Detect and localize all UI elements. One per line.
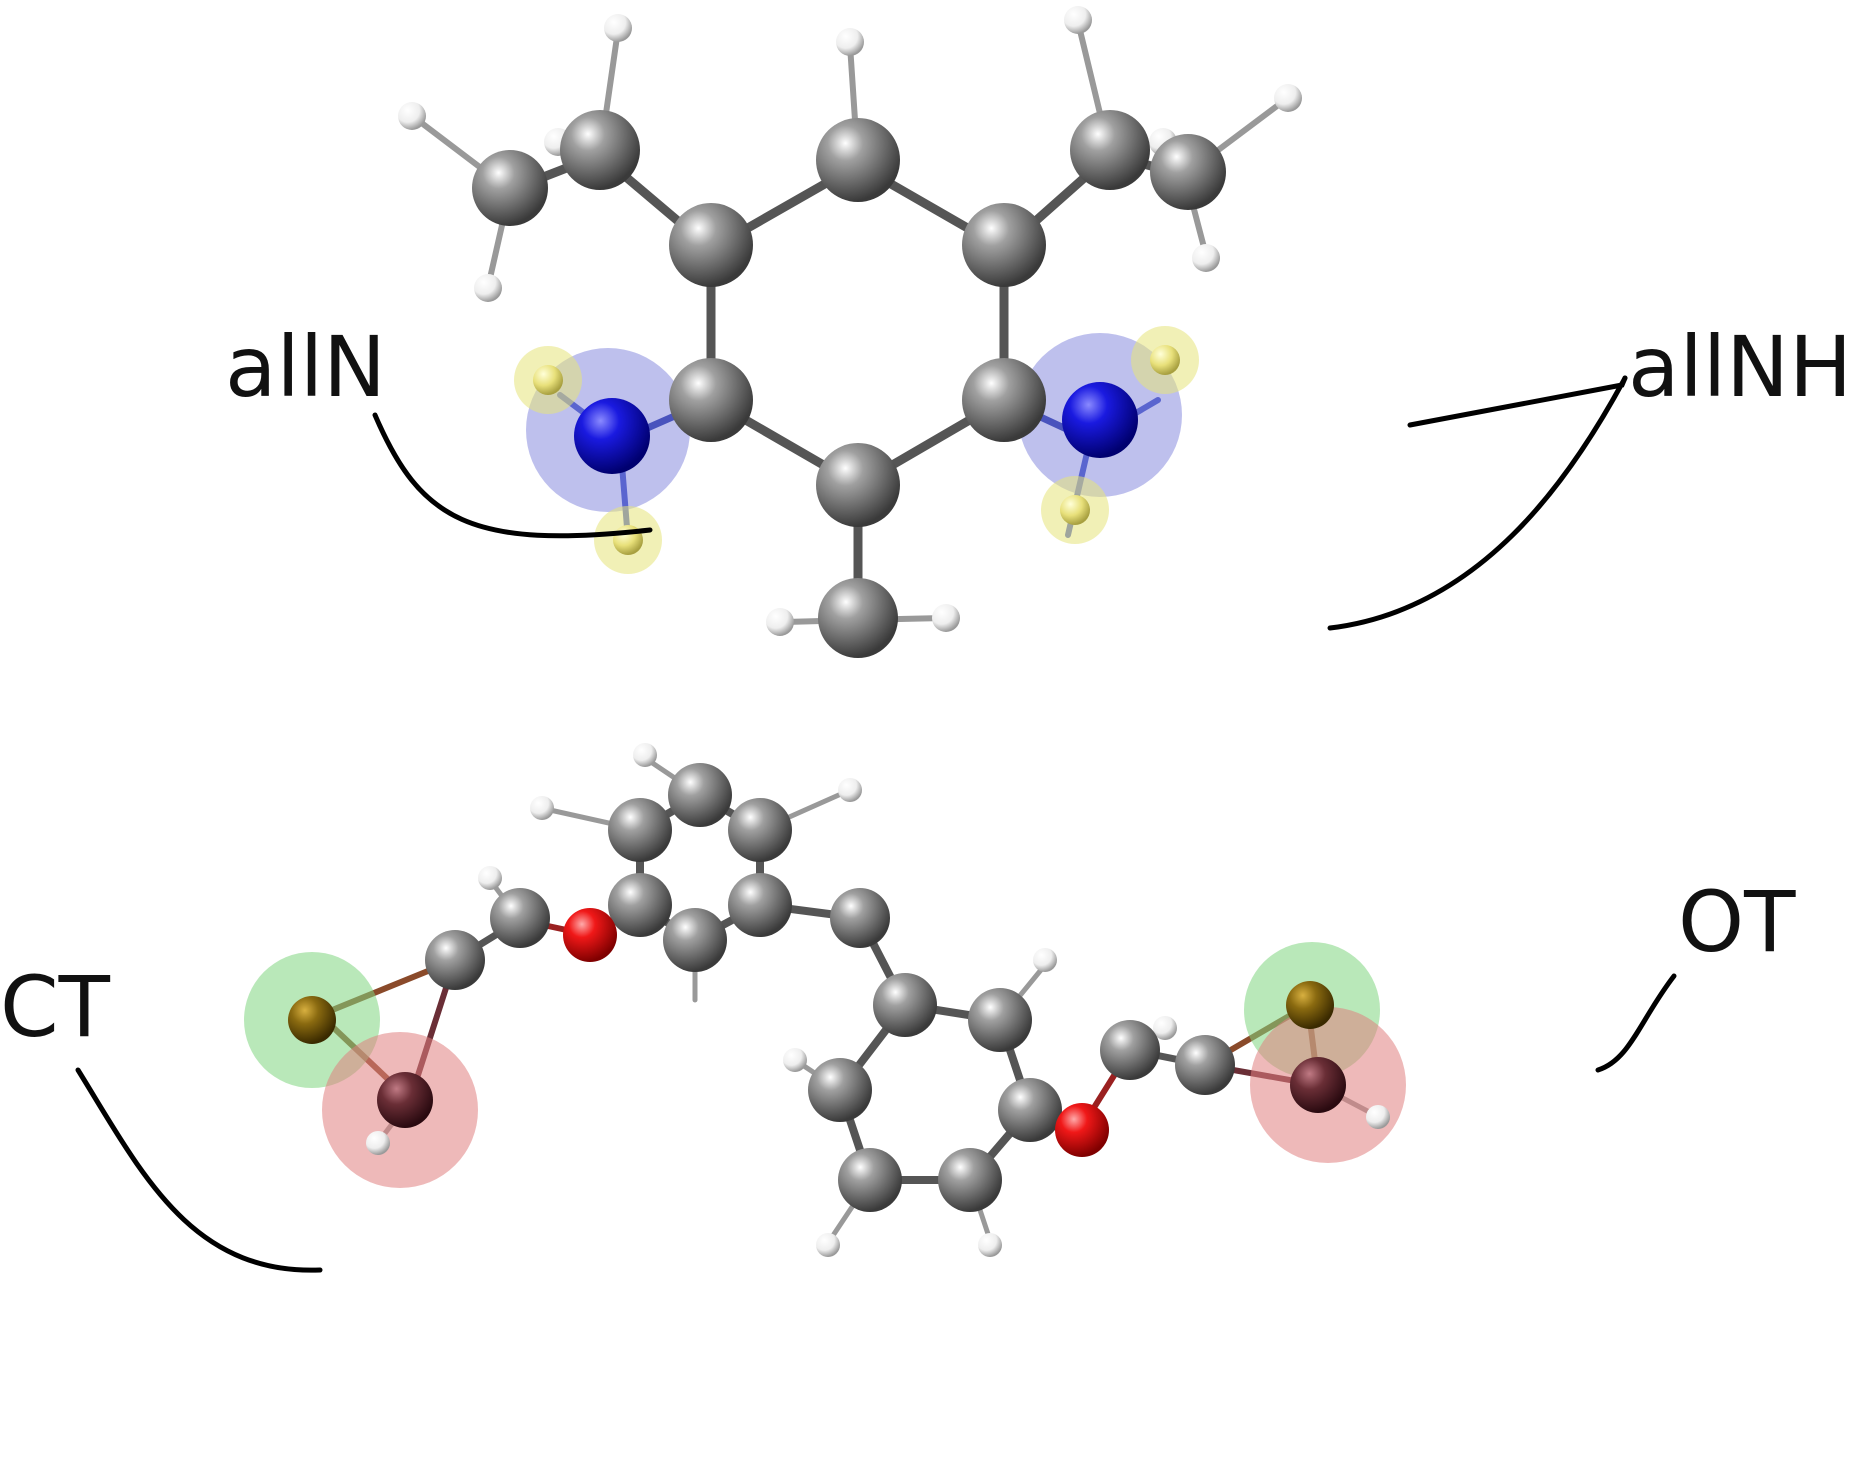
hydrogen-atom <box>1274 84 1302 112</box>
CT-leader <box>75 1067 323 1273</box>
hydrogen-atom <box>604 14 632 42</box>
hydrogen-atom <box>398 102 426 130</box>
hydrogen-atom <box>1064 6 1092 34</box>
hydrogen-atom <box>1153 1016 1177 1040</box>
nitrogen-atom <box>574 398 650 474</box>
carbon-atom <box>968 988 1032 1052</box>
hydrogen-atom <box>783 1048 807 1072</box>
carbon-atom <box>728 873 792 937</box>
leader-lines <box>75 375 1677 1273</box>
hydrogen-atom <box>978 1233 1002 1257</box>
allNH-leader-upper <box>1407 375 1628 428</box>
nitrogen-atom <box>1062 382 1138 458</box>
carbon-atom <box>472 150 548 226</box>
ot-atom <box>377 1072 433 1128</box>
carbon-atom <box>668 763 732 827</box>
carbon-atom <box>998 1078 1062 1142</box>
carbon-atom <box>818 578 898 658</box>
carbon-atom <box>938 1148 1002 1212</box>
allN-leader <box>372 412 653 539</box>
carbon-atom <box>808 1058 872 1122</box>
carbon-atom <box>425 930 485 990</box>
carbon-atom <box>608 798 672 862</box>
carbon-atom <box>1150 134 1226 210</box>
oxygen-atom <box>1055 1103 1109 1157</box>
carbon-atom <box>560 110 640 190</box>
carbon-atom <box>663 908 727 972</box>
carbon-atom <box>669 358 753 442</box>
hydrogen-atom <box>474 274 502 302</box>
carbon-atom <box>816 443 900 527</box>
OT-leader <box>1595 973 1677 1073</box>
selected-hydrogen-atom <box>533 365 563 395</box>
ct-atom <box>1286 981 1334 1029</box>
carbon-atom <box>608 873 672 937</box>
ot-atom <box>1290 1057 1346 1113</box>
carbon-atom <box>1100 1020 1160 1080</box>
top-bonds <box>412 19 1288 625</box>
hydrogen-atom <box>836 28 864 56</box>
allNH-leader-lower <box>1327 375 1628 631</box>
hydrogen-atom <box>816 1233 840 1257</box>
top-molecule <box>398 6 1302 658</box>
label-allN: allN <box>225 318 386 416</box>
label-CT: CT <box>0 958 110 1056</box>
hydrogen-atom <box>478 866 502 890</box>
carbon-atom <box>490 888 550 948</box>
bottom-molecule <box>244 743 1406 1257</box>
hydrogen-atom <box>366 1131 390 1155</box>
carbon-atom <box>816 118 900 202</box>
oxygen-atom <box>563 908 617 962</box>
carbon-atom <box>669 203 753 287</box>
carbon-atom <box>728 798 792 862</box>
hydrogen-atom <box>1192 244 1220 272</box>
hydrogen-atom <box>633 743 657 767</box>
hydrogen-atom <box>932 604 960 632</box>
hydrogen-atom <box>766 608 794 636</box>
ct-atom <box>288 996 336 1044</box>
selected-hydrogen-atom <box>1150 345 1180 375</box>
hydrogen-atom <box>530 796 554 820</box>
hydrogen-atom <box>838 778 862 802</box>
carbon-atom <box>962 203 1046 287</box>
label-allNH: allNH <box>1628 318 1853 416</box>
selected-hydrogen-atom <box>1060 495 1090 525</box>
carbon-atom <box>873 973 937 1037</box>
carbon-atom <box>838 1148 902 1212</box>
hydrogen-atom <box>1366 1105 1390 1129</box>
carbon-atom <box>1175 1035 1235 1095</box>
carbon-atom <box>962 358 1046 442</box>
hydrogen-atom <box>1033 948 1057 972</box>
carbon-atom <box>1070 110 1150 190</box>
carbon-atom <box>830 888 890 948</box>
label-OT: OT <box>1678 873 1796 971</box>
